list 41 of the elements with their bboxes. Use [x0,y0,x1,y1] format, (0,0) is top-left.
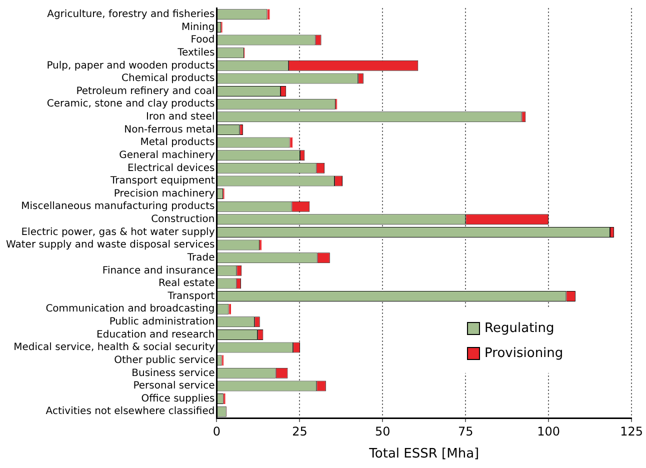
y-tick-label: Office supplies [141,393,215,404]
y-tick-label: Metal products [140,137,215,148]
y-tick-label: Chemical products [121,73,215,84]
legend-label: Regulating [484,321,554,336]
y-tick-label: Real estate [158,278,215,290]
y-tick-label: Transport [166,290,215,302]
y-tick-label: Trade [186,252,215,264]
y-tick-label: Miscellaneous manufacturing products [21,201,215,212]
y-tick-label: Electrical devices [128,162,215,174]
y-tick-label: Water supply and waste disposal services [6,240,215,251]
y-tick-label: Activities not elsewhere classified [46,406,215,418]
legend-label: Provisioning [484,346,564,361]
y-tick-label: Pulp, paper and wooden products [46,60,215,72]
y-tick-label: Education and research [96,329,215,340]
x-tick-label: 25 [292,424,308,438]
y-tick-label: Finance and insurance [102,265,215,276]
y-tick-label: Ceramic, stone and clay products [46,98,215,110]
x-tick-label: 100 [537,424,560,438]
y-tick-label: Agriculture, forestry and fisheries [47,9,215,20]
y-tick-label: Non-ferrous metal [124,124,215,136]
y-tick-label: Other public service [114,354,215,366]
x-tick-label: 0 [212,424,221,438]
y-tick-label: Medical service, health & social security [14,342,215,354]
x-tick-label: 125 [620,424,643,438]
y-tick-label: General machinery [119,150,215,161]
x-axis-title: Total ESSR [Mha] [368,446,480,462]
y-tick-label: Personal service [133,380,215,392]
y-tick-label: Textiles [176,47,215,58]
y-tick-label: Public administration [109,316,215,328]
y-tick-label: Electric power, gas & hot water supply [21,226,215,238]
y-tick-label: Construction [151,214,215,225]
y-tick-label: Business service [132,368,215,379]
y-tick-label: Mining [182,22,215,33]
y-tick-label: Food [190,34,215,46]
x-tick-label: 50 [375,424,390,438]
y-tick-label: Transport equipment [110,176,215,187]
x-tick-label: 75 [458,424,474,438]
y-tick-label: Iron and steel [146,112,215,122]
y-tick-label: Communication and broadcasting [46,304,215,315]
y-tick-label: Petroleum refinery and coal [76,86,215,97]
y-tick-label: Precision machinery [114,188,215,200]
